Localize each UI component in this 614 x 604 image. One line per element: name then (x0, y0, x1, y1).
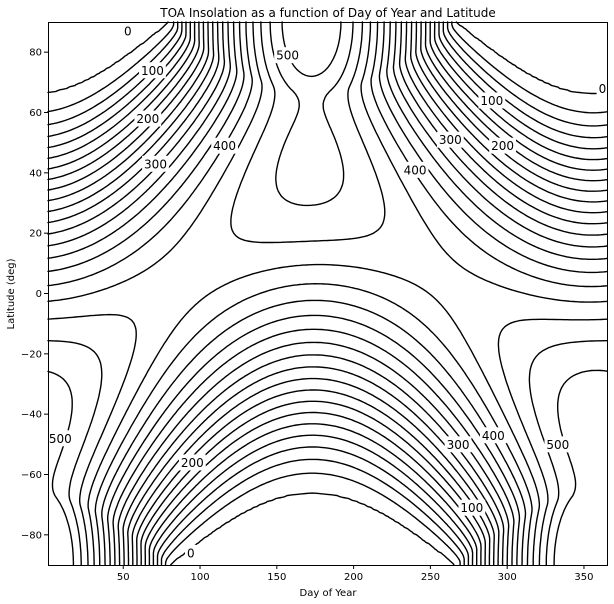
contour-label: 300 (439, 133, 462, 147)
contour-line (47, 21, 608, 566)
contour-line (47, 21, 608, 566)
contour-label: 400 (482, 429, 505, 443)
contour-label-background (134, 110, 162, 127)
y-tick-label: 60 (29, 108, 42, 119)
contour-lines (47, 21, 608, 566)
contour-label: 400 (213, 139, 236, 153)
contour-line (47, 21, 608, 566)
contour-line (47, 21, 608, 566)
contour-label-background (479, 427, 507, 444)
contour-label-background (46, 430, 74, 447)
contour-label: 200 (136, 112, 159, 126)
contour-label-background (596, 80, 609, 97)
y-tick-label: 0 (36, 289, 42, 300)
contour-label-background (401, 161, 429, 178)
y-tick-label: 20 (29, 229, 42, 240)
contour-label: 100 (460, 501, 483, 515)
y-tick-label: −80 (21, 530, 42, 541)
contour-line (47, 21, 608, 566)
contour-label: 0 (124, 25, 132, 39)
x-axis-label: Day of Year (300, 588, 358, 599)
contour-labels: 0 100 200 300 400 500 100 300 200 400 0 500 200 0 300 4… (46, 23, 609, 561)
contour-label: 300 (447, 438, 470, 452)
contour-label: 200 (491, 139, 514, 153)
contour-line (47, 21, 608, 566)
contour-label-background (142, 155, 169, 172)
x-tick-label: 350 (574, 572, 593, 583)
contour-label-background (544, 436, 572, 453)
y-tick-label: 80 (29, 48, 42, 59)
contour-label-background (178, 454, 206, 471)
contour-label-background (274, 47, 301, 64)
x-tick-label: 250 (421, 572, 440, 583)
contour-label-background (122, 23, 134, 40)
contour-line (47, 21, 608, 566)
x-tick-label: 200 (344, 572, 363, 583)
x-tick-label: 300 (498, 572, 517, 583)
contour-label: 0 (599, 82, 607, 96)
contour-label-background (185, 544, 197, 561)
y-tick-label: −20 (21, 349, 42, 360)
x-tick-label: 100 (190, 572, 209, 583)
x-tick-label: 50 (117, 572, 130, 583)
contour-line (47, 21, 608, 566)
y-tick-label: −60 (21, 470, 42, 481)
contour-label: 0 (187, 546, 195, 560)
x-axis: 50 100 150 200 250 300 350 (117, 565, 594, 583)
plot-area-frame (48, 22, 608, 566)
contour-line (47, 21, 608, 566)
contour-label-background (436, 131, 464, 148)
y-tick-label: 40 (29, 168, 42, 179)
contour-label: 100 (141, 64, 164, 78)
contour-label: 500 (546, 438, 569, 452)
contour-label-background (139, 62, 166, 79)
contour-label-background (489, 137, 516, 154)
contour-line (47, 21, 608, 566)
contour-label: 400 (404, 163, 427, 177)
y-axis-label: Latitude (deg) (6, 258, 17, 329)
y-tick-label: −40 (21, 410, 42, 421)
contour-label: 300 (144, 157, 167, 171)
contour-label: 200 (181, 456, 204, 470)
contour-label-background (211, 137, 239, 154)
contour-line (47, 21, 608, 566)
contour-label-background (458, 499, 486, 516)
contour-line (47, 21, 608, 566)
x-tick-label: 150 (267, 572, 286, 583)
contour-line (47, 21, 608, 566)
y-axis: −80 −60 −40 −20 0 20 40 60 80 (21, 48, 48, 541)
chart-title: TOA Insolation as a function of Day of Y… (159, 6, 496, 20)
contour-label: 500 (276, 49, 299, 63)
contour-label: 500 (49, 432, 72, 446)
contour-label: 100 (480, 94, 503, 108)
contour-label-background (478, 92, 506, 109)
contour-label-background (444, 436, 472, 453)
